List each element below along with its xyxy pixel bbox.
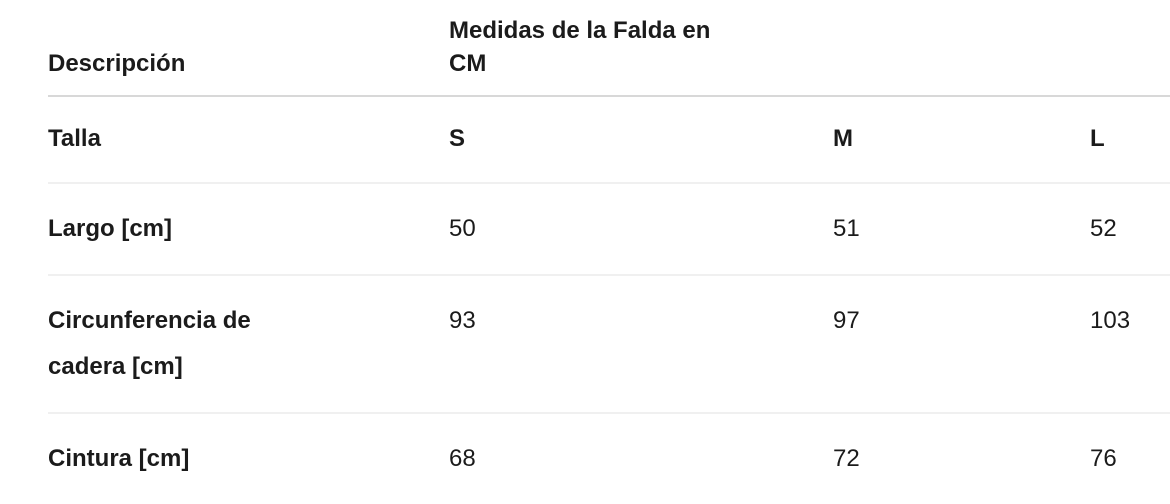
header-description-label: Descripción	[48, 50, 186, 77]
cell-size-l: L	[1090, 96, 1170, 184]
table-row-largo: Largo [cm] 50 51 52	[48, 183, 1170, 276]
row-label: Circunferencia de cadera [cm]	[48, 275, 449, 414]
cell-value-s: 93	[449, 275, 833, 414]
header-measures: Medidas de la Falda en CM	[449, 0, 833, 97]
cell-value-l: 76	[1090, 445, 1117, 472]
row-label-line: Circunferencia de	[48, 307, 251, 334]
cell-size-s: S	[449, 96, 833, 184]
cell-value-m: 97	[833, 275, 1090, 414]
header-empty-cell	[833, 0, 1090, 97]
row-label-line: Largo [cm]	[48, 215, 173, 242]
size-chart-table: Descripción Medidas de la Falda en CM Ta…	[48, 0, 1170, 504]
cell-value-s: 68	[449, 445, 476, 472]
row-label-line: cadera [cm]	[48, 353, 183, 380]
cell-value-s: 50	[449, 183, 833, 276]
row-label: Cintura [cm]	[48, 413, 449, 504]
cell-value-m: 72	[833, 445, 860, 472]
cell-value-l: 103	[1090, 275, 1170, 414]
header-description: Descripción	[48, 0, 449, 97]
cell-value-l: 52	[1090, 183, 1170, 276]
row-label: Talla	[48, 96, 449, 184]
row-label-line: Talla	[48, 125, 101, 152]
cell-value-m: 51	[833, 183, 1090, 276]
row-label: Largo [cm]	[48, 183, 449, 276]
header-row: Descripción Medidas de la Falda en CM	[48, 0, 1170, 97]
table-row-cintura: Cintura [cm] 68 72 76	[48, 413, 1170, 504]
header-measures-line1: Medidas de la Falda en	[449, 17, 711, 44]
size-chart-body: Talla S M L Largo [cm] 50 51 52 Circunfe…	[48, 96, 1170, 504]
row-label-line: Cintura [cm]	[48, 445, 190, 472]
header-empty-cell	[1090, 0, 1170, 97]
table-row-talla: Talla S M L	[48, 96, 1170, 184]
table-row-cadera: Circunferencia de cadera [cm] 93 97 103	[48, 275, 1170, 414]
cell-size-m: M	[833, 96, 1090, 184]
header-measures-line2: CM	[449, 50, 487, 77]
size-chart-header: Descripción Medidas de la Falda en CM	[48, 0, 1170, 97]
